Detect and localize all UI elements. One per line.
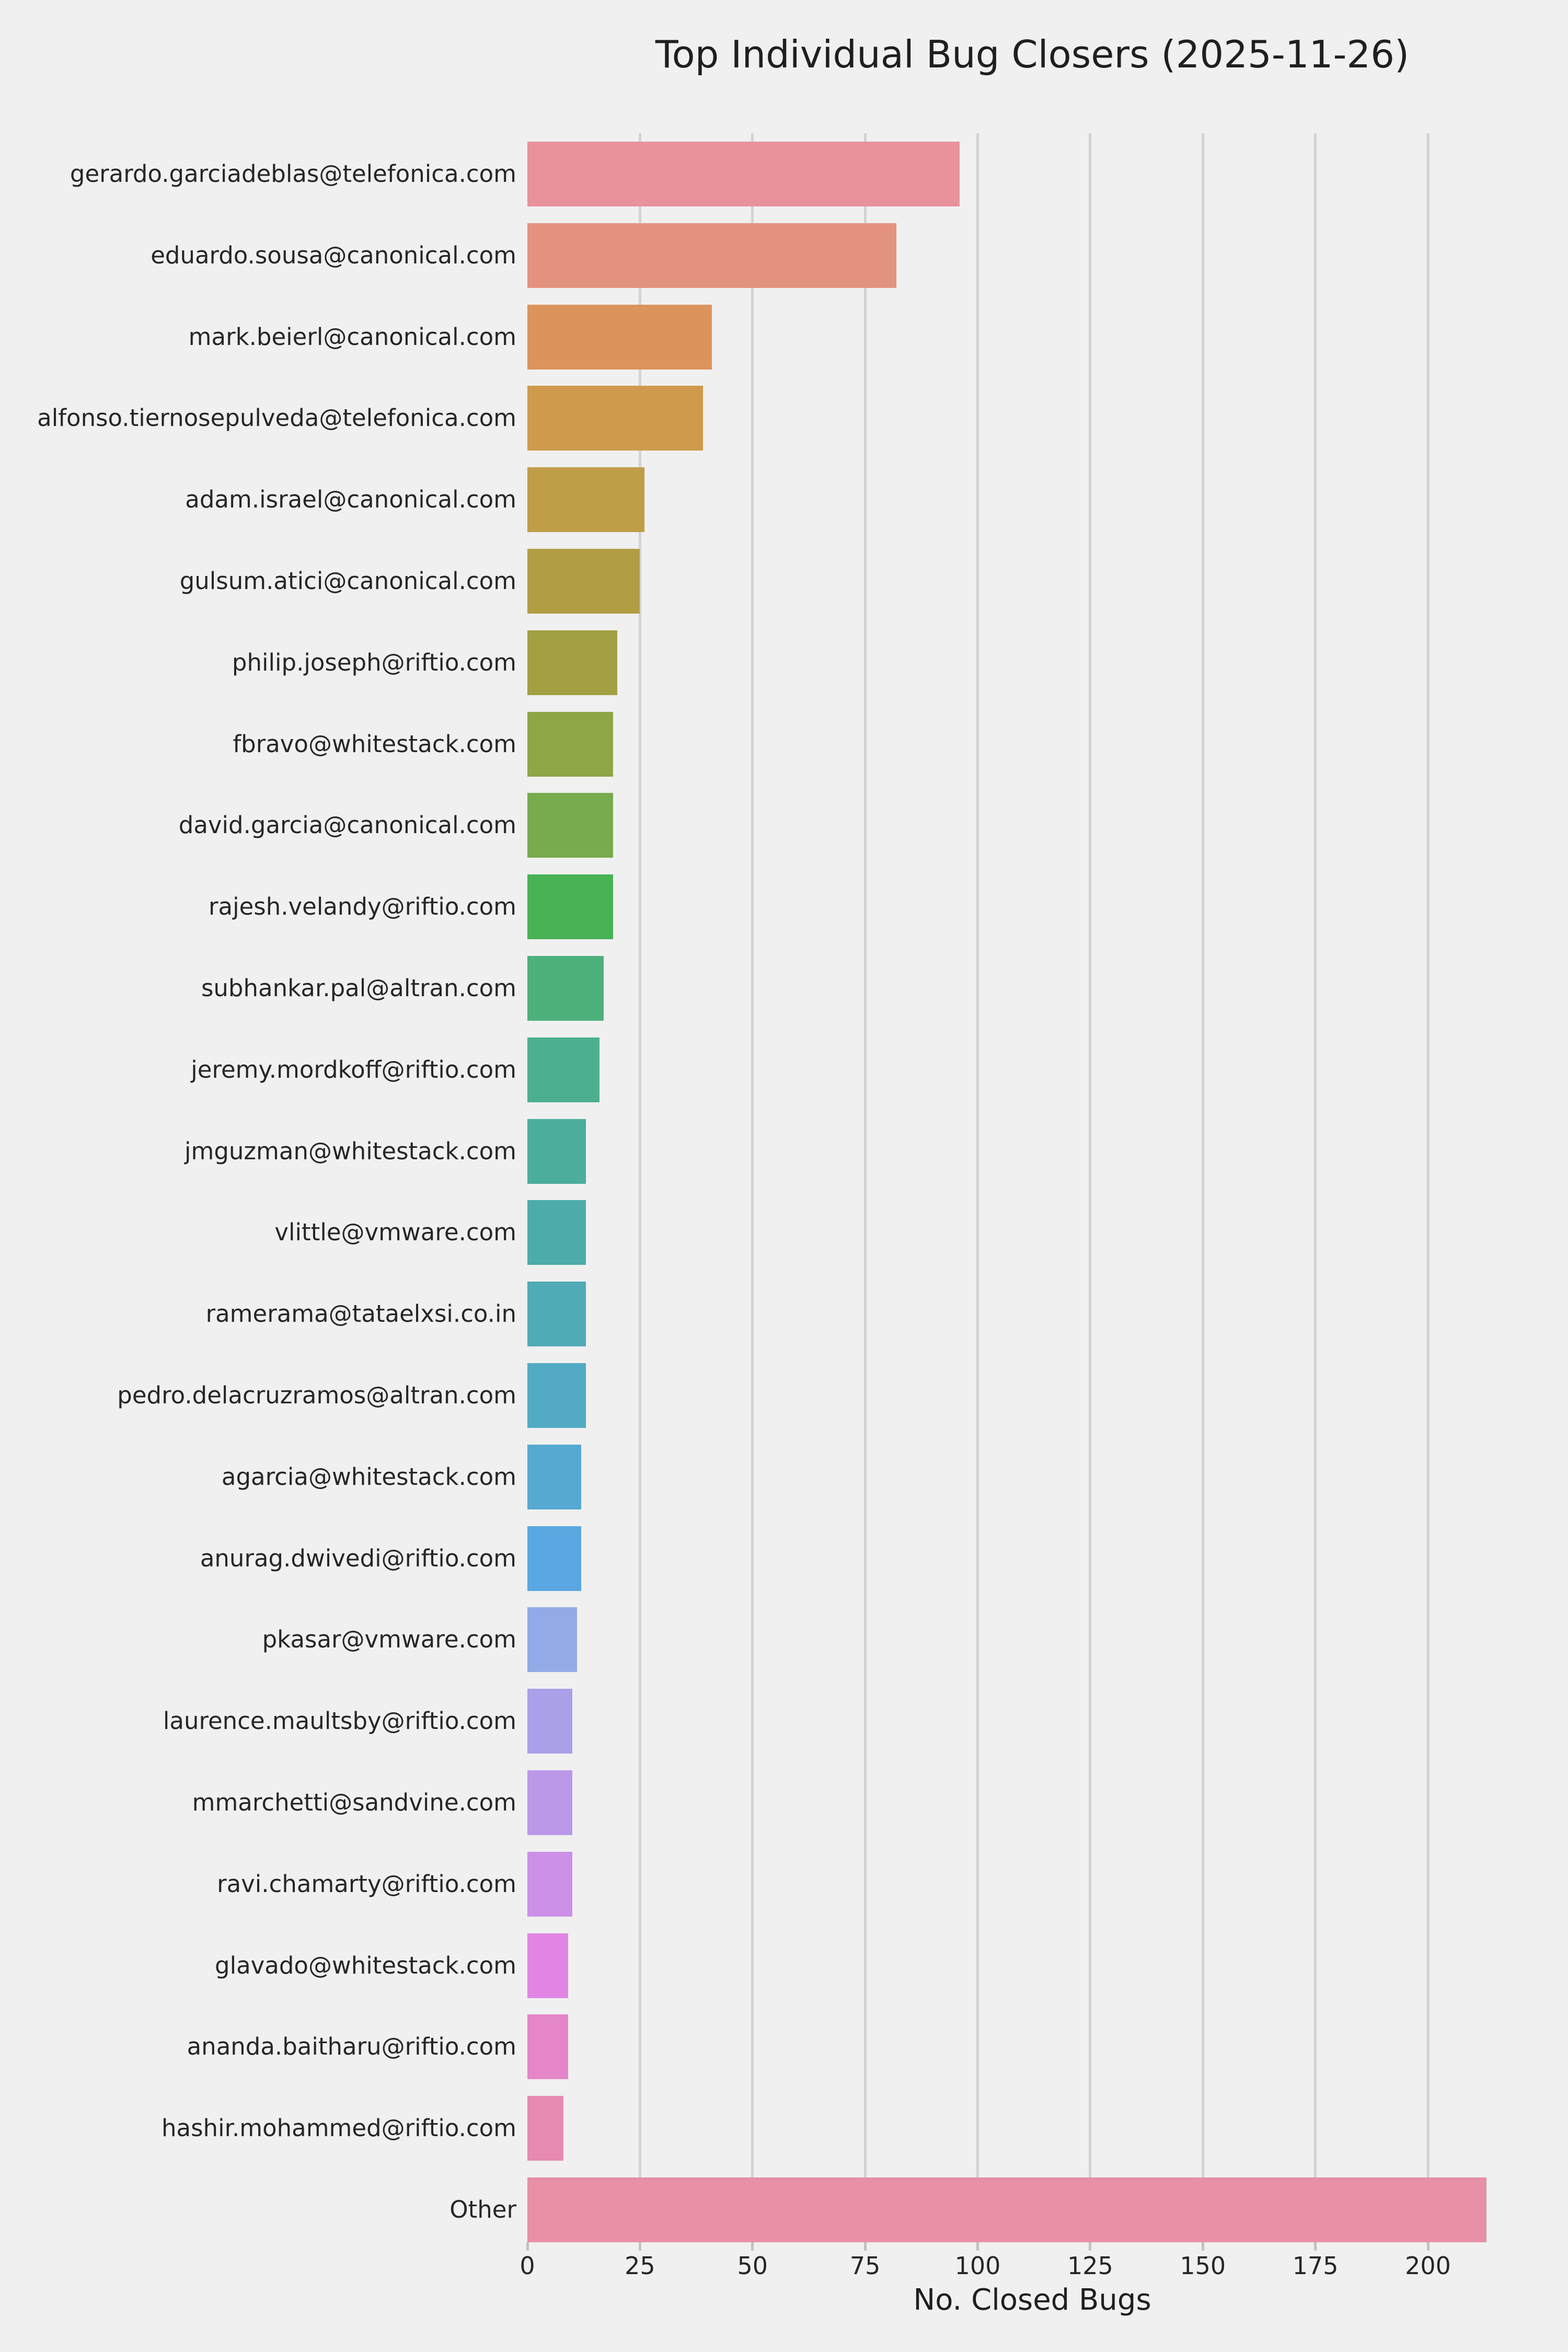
bar-22: [527, 1933, 568, 1998]
bar-12: [527, 1119, 586, 1184]
x-tick-label-0: 0: [520, 2252, 535, 2280]
bar-17: [527, 1526, 582, 1591]
x-tick-mark-50: [751, 2242, 754, 2251]
gridline-x-175: [1314, 133, 1317, 2242]
bar-2: [527, 304, 712, 370]
bar-5: [527, 549, 640, 614]
x-tick-mark-75: [863, 2242, 867, 2251]
bar-14: [527, 1282, 586, 1347]
chart-title: Top Individual Bug Closers (2025-11-26): [655, 32, 1410, 76]
x-tick-label-75: 75: [849, 2252, 881, 2280]
x-tick-label-175: 175: [1292, 2252, 1339, 2280]
y-axis-label-10: subhankar.pal@altran.com: [201, 974, 516, 1002]
bar-20: [527, 1770, 573, 1835]
x-tick-mark-200: [1426, 2242, 1429, 2251]
y-axis-label-25: Other: [449, 2196, 516, 2223]
x-axis-title: No. Closed Bugs: [913, 2283, 1151, 2317]
gridline-x-200: [1426, 133, 1429, 2242]
y-axis-label-0: gerardo.garciadeblas@telefonica.com: [70, 160, 516, 188]
y-axis-label-8: david.garcia@canonical.com: [178, 811, 516, 839]
gridline-x-150: [1201, 133, 1204, 2242]
bar-4: [527, 467, 644, 533]
y-axis-label-2: mark.beierl@canonical.com: [188, 322, 516, 351]
y-axis-label-5: gulsum.atici@canonical.com: [179, 567, 516, 595]
y-axis-label-19: laurence.maultsby@riftio.com: [163, 1707, 516, 1735]
bar-6: [527, 630, 618, 695]
bar-23: [527, 2014, 568, 2080]
x-tick-mark-175: [1314, 2242, 1317, 2251]
bar-10: [527, 956, 604, 1021]
bar-11: [527, 1037, 599, 1102]
x-tick-mark-150: [1201, 2242, 1204, 2251]
y-axis-label-13: vlittle@vmware.com: [274, 1218, 516, 1247]
x-tick-label-200: 200: [1405, 2252, 1451, 2280]
y-axis-label-17: anurag.dwivedi@riftio.com: [200, 1544, 516, 1572]
x-tick-mark-125: [1089, 2242, 1092, 2251]
y-axis-label-1: eduardo.sousa@canonical.com: [151, 241, 516, 269]
y-axis-label-23: ananda.baitharu@riftio.com: [187, 2033, 516, 2061]
bar-3: [527, 386, 703, 451]
x-tick-label-50: 50: [737, 2252, 768, 2280]
bar-1: [527, 223, 897, 288]
bar-9: [527, 874, 613, 940]
y-axis-label-3: alfonso.tiernosepulveda@telefonica.com: [37, 404, 516, 432]
y-axis-label-14: ramerama@tataelxsi.co.in: [205, 1300, 516, 1328]
x-tick-label-25: 25: [625, 2252, 655, 2280]
y-axis-label-7: fbravo@whitestack.com: [233, 730, 516, 758]
gridline-x-100: [976, 133, 979, 2242]
y-axis-label-18: pkasar@vmware.com: [262, 1625, 516, 1654]
gridline-x-75: [863, 133, 867, 2242]
bar-15: [527, 1363, 586, 1428]
y-axis-label-6: philip.joseph@riftio.com: [232, 648, 516, 676]
y-axis-label-12: jmguzman@whitestack.com: [184, 1137, 516, 1165]
bar-21: [527, 1851, 573, 1917]
x-tick-label-125: 125: [1067, 2252, 1113, 2280]
gridline-x-25: [638, 133, 641, 2242]
bar-16: [527, 1444, 582, 1509]
bar-24: [527, 2096, 563, 2161]
y-axis-label-4: adam.israel@canonical.com: [185, 486, 516, 514]
bar-18: [527, 1607, 577, 1673]
bar-8: [527, 793, 613, 858]
y-axis-label-16: agarcia@whitestack.com: [221, 1462, 516, 1491]
x-tick-mark-100: [976, 2242, 979, 2251]
y-axis-label-15: pedro.delacruzramos@altran.com: [117, 1381, 516, 1409]
y-axis-label-20: mmarchetti@sandvine.com: [192, 1789, 516, 1816]
x-tick-mark-0: [526, 2242, 529, 2251]
y-axis-label-11: jeremy.mordkoff@riftio.com: [191, 1055, 516, 1083]
y-axis-label-21: ravi.chamarty@riftio.com: [217, 1870, 516, 1898]
x-tick-label-100: 100: [954, 2252, 1001, 2280]
bar-25: [527, 2177, 1486, 2242]
bar-13: [527, 1200, 586, 1265]
y-axis-label-9: rajesh.velandy@riftio.com: [209, 893, 516, 921]
x-tick-mark-25: [638, 2242, 641, 2251]
gridline-x-50: [751, 133, 754, 2242]
x-tick-label-150: 150: [1180, 2252, 1226, 2280]
bar-19: [527, 1689, 573, 1754]
bar-7: [527, 711, 613, 777]
y-axis-label-22: glavado@whitestack.com: [215, 1951, 516, 1979]
gridline-x-125: [1089, 133, 1092, 2242]
y-axis-label-24: hashir.mohammed@riftio.com: [162, 2114, 516, 2142]
bar-0: [527, 142, 960, 206]
